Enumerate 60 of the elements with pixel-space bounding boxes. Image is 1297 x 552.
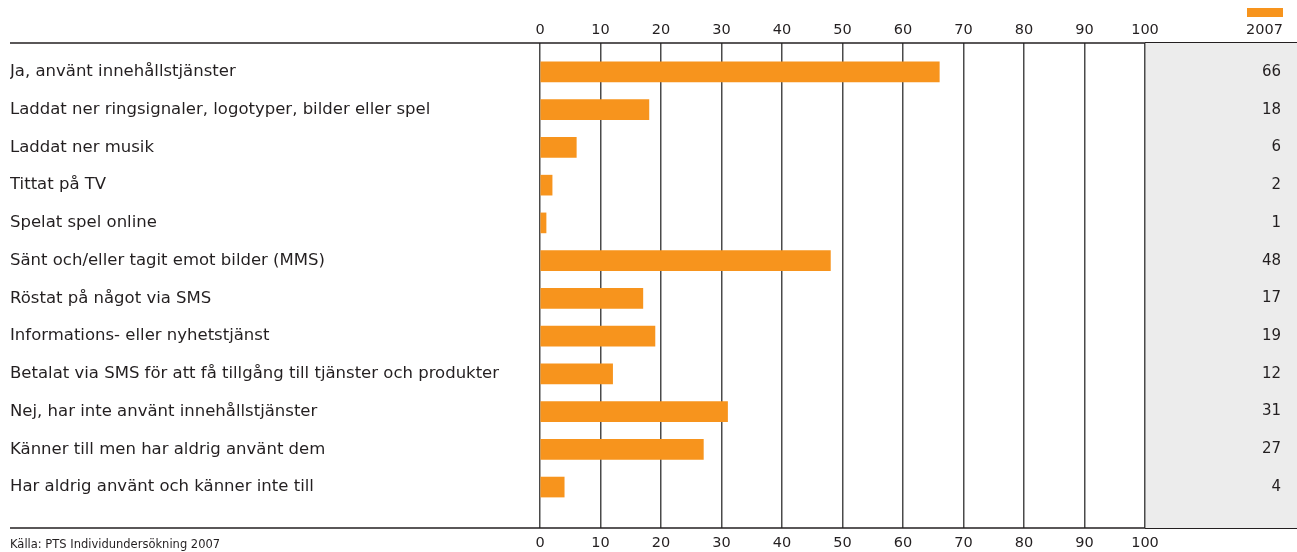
x-tick-label: 70	[954, 21, 973, 38]
x2-tick-label: 100	[1131, 534, 1159, 551]
data-label: 48	[1261, 250, 1281, 269]
y-tick-label: Informations- eller nyhetstjänst	[10, 325, 270, 345]
bar	[540, 288, 644, 309]
x2-tick-label: 20	[651, 534, 671, 551]
x-tick-label: 80	[1014, 21, 1034, 38]
x-tick-label: 50	[833, 21, 852, 38]
x-tick-label: 60	[893, 21, 913, 38]
bar	[540, 401, 728, 422]
data-label: 27	[1261, 439, 1281, 458]
bar	[540, 137, 577, 158]
bar	[540, 438, 704, 460]
y-tick-label: Laddat ner ringsignaler, logotyper, bilder eller spel	[10, 98, 431, 118]
y-tick-label: Tittat på TV	[9, 174, 107, 194]
x2-tick-label: 40	[772, 534, 792, 551]
data-label: 2	[1271, 175, 1281, 194]
text: Källa: PTS Individundersökning 2007	[10, 536, 221, 551]
x-tick-label: 100	[1131, 21, 1159, 38]
legend-label: 2007	[1246, 20, 1283, 37]
bar	[540, 250, 831, 271]
y-tick-label: Laddat ner musik	[10, 136, 155, 156]
x2-tick-label: 90	[1075, 534, 1094, 551]
bar	[540, 99, 650, 121]
x-tick-label: 10	[591, 21, 610, 38]
x2-tick-label: 80	[1014, 534, 1034, 551]
bar	[540, 212, 547, 234]
x-tick-label: 20	[651, 21, 671, 38]
y-tick-label: Ja, använt innehållstjänster	[9, 61, 236, 81]
bar	[540, 174, 553, 196]
bar	[540, 476, 565, 498]
x2-tick-label: 60	[893, 534, 913, 551]
data-label: 6	[1271, 137, 1281, 156]
data-label: 12	[1261, 363, 1281, 382]
x2-tick-label: 30	[712, 534, 731, 551]
y-tick-label: Nej, har inte använt innehållstjänster	[10, 400, 318, 420]
x-tick-label: 30	[712, 21, 731, 38]
data-label: 19	[1261, 326, 1281, 344]
y-tick-label: Betalat via SMS för att få tillgång till tjänster och produkter	[10, 363, 500, 383]
x2-tick-label: 10	[591, 534, 610, 551]
data-label: 66	[1261, 61, 1281, 80]
data-label: 4	[1271, 476, 1281, 495]
x-tick-label: 40	[772, 21, 792, 38]
bar	[540, 363, 613, 385]
x-tick-label: 0	[535, 21, 545, 38]
data-label: 31	[1261, 401, 1281, 420]
x2-tick-label: 70	[954, 534, 973, 551]
y-tick-label: Spelat spel online	[10, 212, 157, 232]
data-label: 17	[1261, 288, 1281, 307]
y-tick-label: Har aldrig använt och känner inte till	[10, 476, 314, 496]
bar	[540, 61, 940, 83]
x2-tick-label: 50	[833, 534, 852, 551]
bar	[540, 325, 656, 347]
y-tick-label: Känner till men har aldrig använt dem	[10, 438, 326, 458]
data-label: 1	[1271, 212, 1281, 231]
y-tick-label: Röstat på något via SMS	[10, 287, 212, 307]
x2-tick-label: 0	[535, 534, 545, 551]
y-tick-label: Sänt och/eller tagit emot bilder (MMS)	[10, 249, 325, 269]
x-tick-label: 90	[1075, 21, 1094, 38]
data-label: 18	[1261, 99, 1281, 118]
